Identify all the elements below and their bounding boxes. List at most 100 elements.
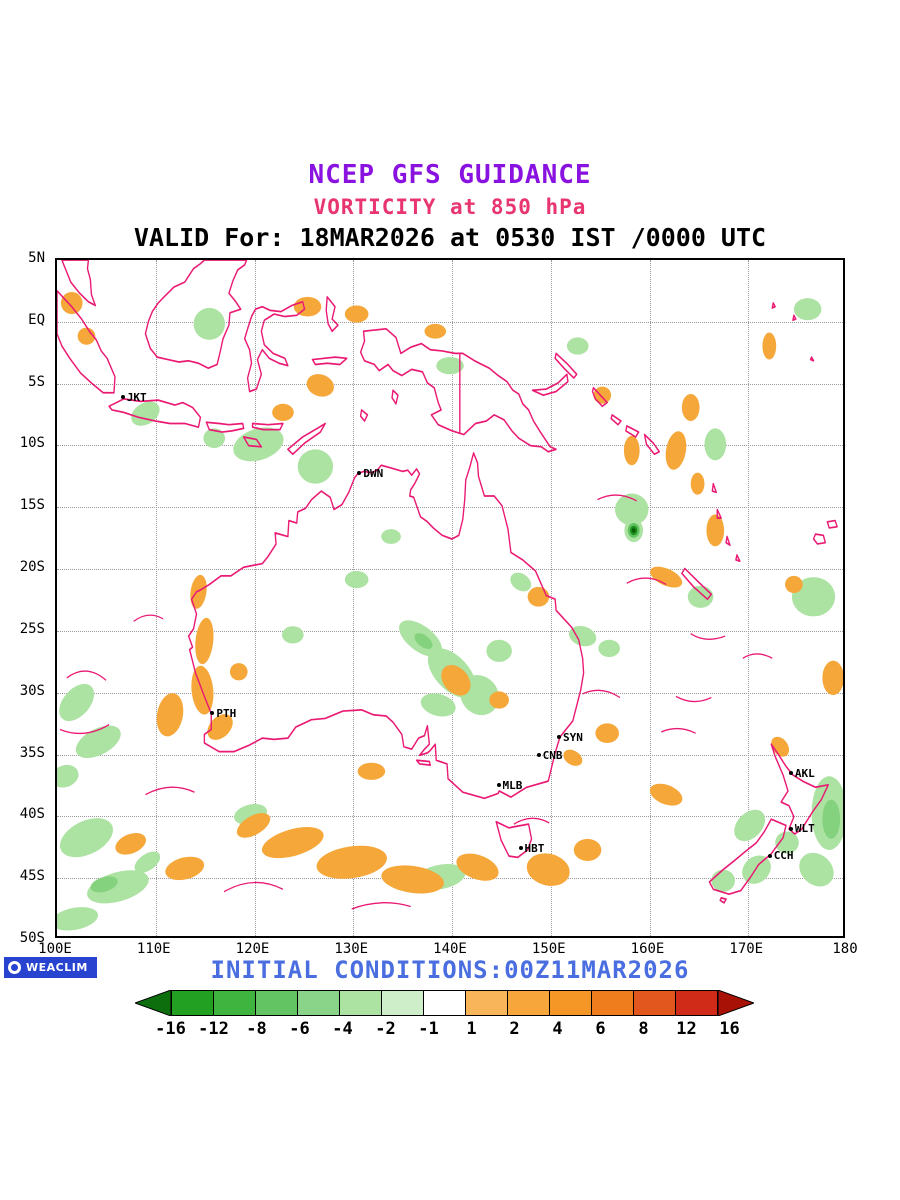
colorbar-box bbox=[338, 990, 382, 1016]
city-marker: DWN bbox=[357, 468, 383, 479]
colorbar-tick-label: -12 bbox=[198, 1019, 229, 1039]
city-marker: HBT bbox=[518, 841, 545, 855]
coast-sumatra bbox=[57, 289, 116, 394]
city-marker: JKT bbox=[120, 392, 147, 403]
colorbar-tick-label: -16 bbox=[155, 1019, 186, 1039]
lon-tick-label: 130E bbox=[334, 941, 369, 957]
lat-tick-label: 10S bbox=[19, 435, 45, 452]
colorbar-box bbox=[254, 990, 298, 1016]
lon-tick-label: 180 bbox=[832, 941, 858, 957]
lat-tick-label: 30S bbox=[19, 682, 45, 699]
coast-micronesia-atolls bbox=[771, 302, 815, 362]
city-dot bbox=[536, 753, 541, 757]
city-label: AKL bbox=[794, 766, 815, 780]
colorbar-box bbox=[464, 990, 508, 1016]
colorbar-bar bbox=[134, 990, 766, 1016]
colorbar-boxes bbox=[170, 990, 718, 1016]
lat-tick-label: 40S bbox=[19, 806, 45, 823]
colorbar: -16 -12 -8 -6 -4 -2 -1 1 2 4 6 8 12 16 bbox=[0, 990, 900, 1041]
colorbar-tick-label: 6 bbox=[595, 1019, 606, 1039]
grid-line-horizontal bbox=[57, 754, 843, 756]
colorbar-box bbox=[212, 990, 256, 1016]
vorticity-contours bbox=[59, 494, 773, 910]
colorbar-tick-label: 4 bbox=[552, 1019, 563, 1039]
colorbar-tick-label: -2 bbox=[375, 1019, 396, 1039]
colorbar-tick-label: -4 bbox=[332, 1019, 353, 1039]
city-dot bbox=[496, 783, 501, 788]
cyclone-vortex bbox=[624, 518, 644, 543]
grid-line-vertical bbox=[649, 260, 651, 936]
colorbar-box bbox=[170, 990, 214, 1016]
colorbar-left-arrow bbox=[134, 990, 171, 1016]
coast-sulawesi bbox=[243, 300, 306, 393]
grid-line-horizontal bbox=[57, 321, 843, 323]
city-dot bbox=[357, 471, 362, 476]
grid-line-horizontal bbox=[57, 816, 843, 818]
grid-line-vertical bbox=[254, 260, 256, 936]
city-dot bbox=[120, 395, 125, 400]
lat-tick-label: 45S bbox=[19, 868, 45, 885]
weaclim-logo: WEACLIM bbox=[4, 957, 97, 978]
colorbar-box bbox=[674, 990, 718, 1016]
map-svg bbox=[57, 260, 843, 931]
grid-line-vertical bbox=[748, 260, 750, 936]
weaclim-label: WEACLIM bbox=[26, 961, 88, 974]
coast-nz-north bbox=[770, 743, 829, 835]
colorbar-tick-label: -6 bbox=[289, 1019, 310, 1039]
weaclim-icon bbox=[8, 961, 21, 974]
colorbar-box bbox=[632, 990, 676, 1016]
coast-kangaroo-island bbox=[415, 759, 432, 767]
coast-new-guinea bbox=[359, 327, 557, 453]
lon-tick-label: 110E bbox=[136, 941, 171, 957]
city-label: PTH bbox=[216, 706, 237, 720]
map-plot: JKT DWN PTH SYN CNB MLB HBT AKL WLT CCH bbox=[55, 258, 845, 938]
chart-subtitle: VORTICITY at 850 hPa bbox=[313, 195, 587, 219]
city-label: HBT bbox=[524, 841, 545, 855]
city-label: MLB bbox=[502, 778, 523, 792]
chart-title: NCEP GFS GUIDANCE bbox=[308, 160, 592, 190]
colorbar-box bbox=[422, 990, 466, 1016]
lon-tick-label: 120E bbox=[235, 941, 270, 957]
lat-tick-label: 5S bbox=[28, 373, 45, 390]
coastlines bbox=[57, 260, 838, 904]
colorbar-tick-label: -1 bbox=[418, 1019, 439, 1039]
colorbar-box bbox=[380, 990, 424, 1016]
coast-java bbox=[108, 398, 202, 429]
city-label: CCH bbox=[773, 849, 794, 863]
coast-australia bbox=[187, 452, 585, 800]
city-marker: MLB bbox=[496, 778, 523, 792]
grid-line-horizontal bbox=[57, 692, 843, 694]
city-dot bbox=[767, 853, 772, 858]
colorbar-box bbox=[590, 990, 634, 1016]
grid-line-horizontal bbox=[57, 569, 843, 571]
city-marker: CCH bbox=[767, 849, 794, 863]
lat-tick-label: 25S bbox=[19, 620, 45, 637]
coast-malay-peninsula bbox=[61, 260, 97, 307]
grid-line-horizontal bbox=[57, 445, 843, 447]
coast-borneo bbox=[144, 260, 248, 370]
coast-vanuatu-newcaledonia bbox=[681, 482, 741, 601]
city-marker: CNB bbox=[536, 750, 562, 761]
city-label: WLT bbox=[794, 822, 815, 836]
city-label: DWN bbox=[363, 466, 384, 480]
valid-time-line: VALID For: 18MAR2026 at 0530 IST /0000 U… bbox=[133, 223, 767, 252]
grid-line-vertical bbox=[452, 260, 453, 936]
grid-line-vertical bbox=[155, 260, 157, 936]
grid-line-horizontal bbox=[57, 507, 843, 509]
lon-tick-label: 160E bbox=[630, 941, 665, 957]
city-marker: AKL bbox=[788, 766, 815, 780]
weaclim-icon-dot bbox=[11, 964, 18, 971]
grid-line-horizontal bbox=[57, 383, 843, 385]
colorbar-labels: -16 -12 -8 -6 -4 -2 -1 1 2 4 6 8 12 16 bbox=[135, 1019, 766, 1041]
colorbar-tick-label: 8 bbox=[638, 1019, 649, 1039]
city-marker: PTH bbox=[210, 708, 236, 719]
lat-tick-label: 50S bbox=[19, 930, 45, 946]
initial-conditions: INITIAL CONDITIONS:00Z11MAR2026 bbox=[210, 956, 690, 984]
lon-tick-label: 140E bbox=[433, 941, 467, 957]
lat-tick-label: 5N bbox=[28, 250, 45, 266]
lat-tick-label: 35S bbox=[19, 744, 45, 761]
city-marker: WLT bbox=[788, 822, 815, 836]
lat-axis: 5N EQ 5S 10S 15S 20S 25S 30S 35S 40S 45S 50S bbox=[0, 250, 49, 946]
lat-tick-label: EQ bbox=[28, 311, 45, 328]
city-dot bbox=[788, 826, 793, 831]
